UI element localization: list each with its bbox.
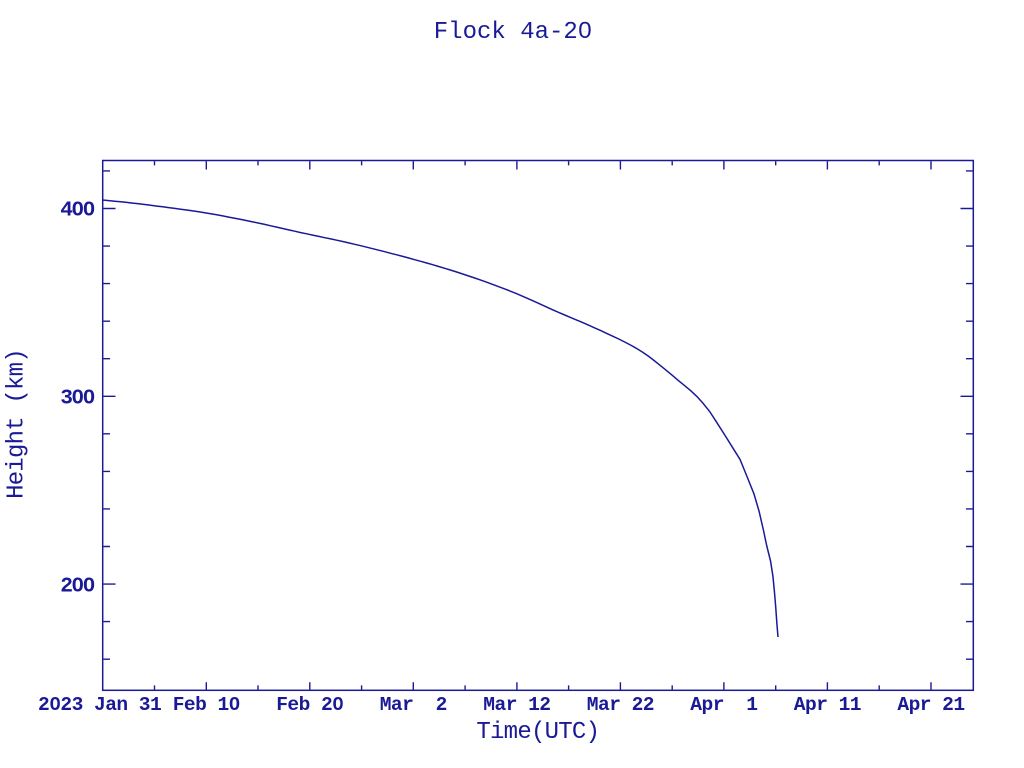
svg-text:Mar 22: Mar 22 (587, 694, 654, 716)
svg-text:200: 200 (60, 574, 94, 598)
svg-text:Feb 10: Feb 10 (173, 694, 240, 716)
svg-text:Height (km): Height (km) (4, 349, 31, 499)
svg-text:Apr 1: Apr 1 (690, 694, 757, 716)
svg-text:Flock 4a-20: Flock 4a-20 (434, 19, 592, 46)
svg-text:Mar 2: Mar 2 (380, 694, 447, 716)
svg-text:Mar 12: Mar 12 (483, 694, 550, 716)
svg-text:Feb 20: Feb 20 (276, 694, 343, 716)
svg-text:Time(UTC): Time(UTC) (476, 719, 599, 746)
svg-text:Apr 11: Apr 11 (794, 694, 861, 716)
svg-text:300: 300 (60, 387, 94, 411)
svg-text:400: 400 (60, 199, 94, 223)
svg-text:Apr 21: Apr 21 (897, 694, 964, 716)
svg-text:2023 Jan 31: 2023 Jan 31 (38, 694, 161, 716)
